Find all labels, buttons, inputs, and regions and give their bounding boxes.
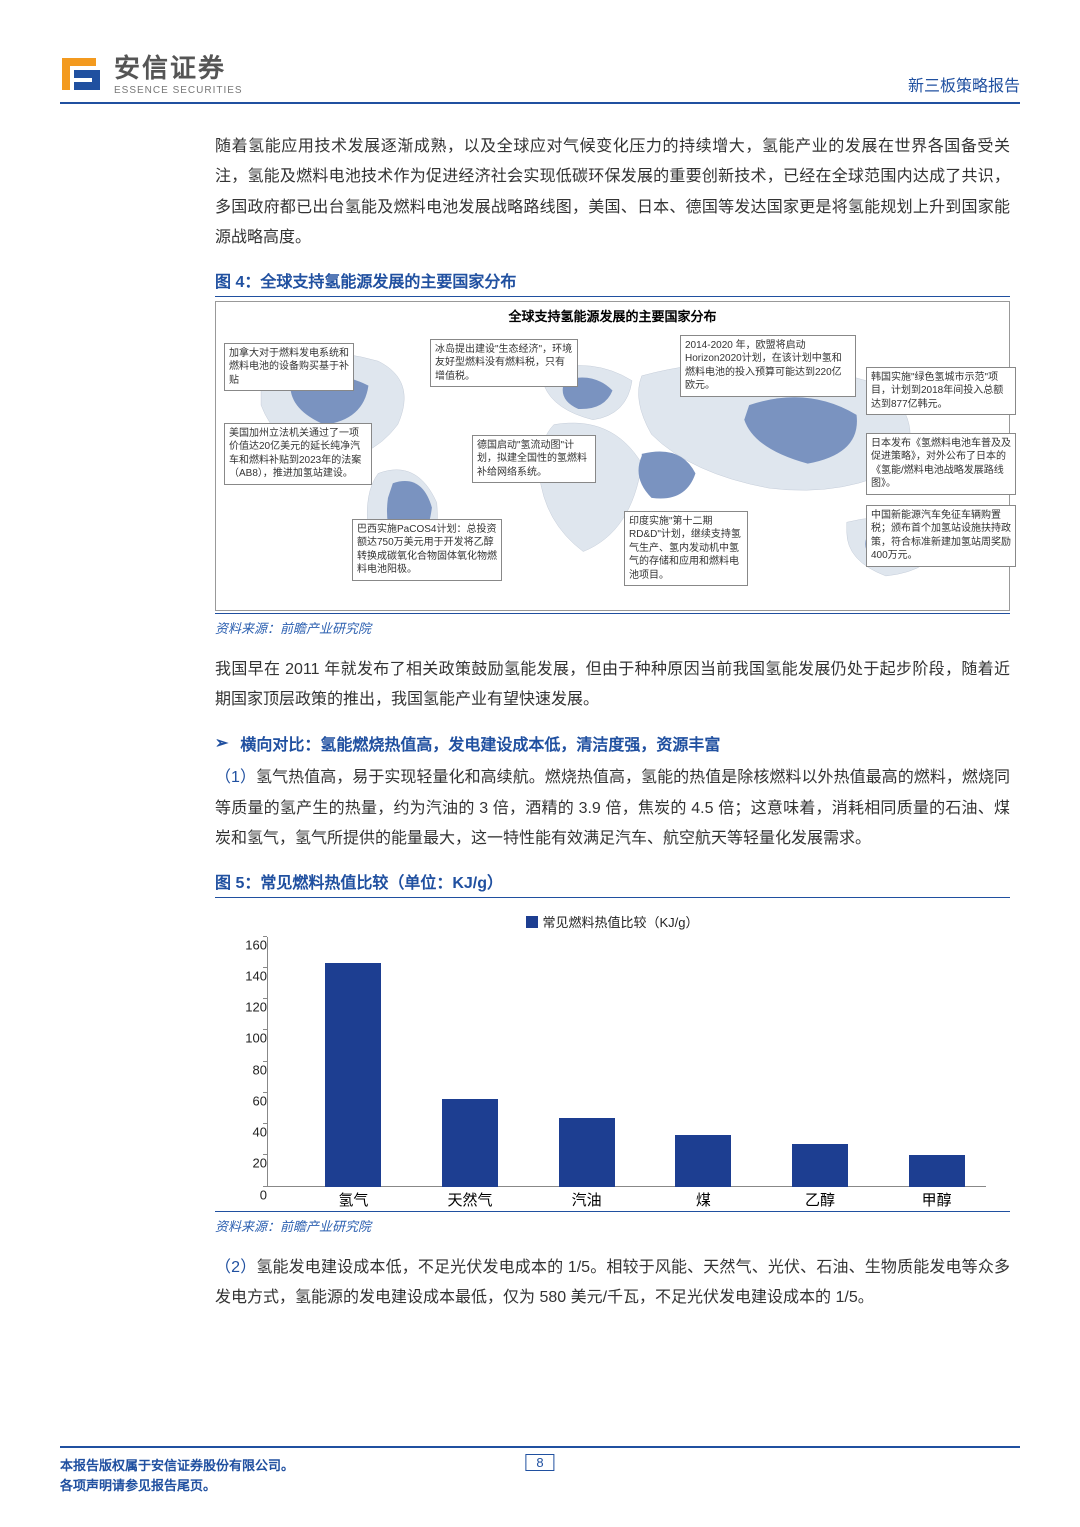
figure-4-map-title: 全球支持氢能源发展的主要国家分布: [222, 306, 1003, 325]
world-map-canvas: 加拿大对于燃料发电系统和燃料电池的设备购买基于补贴 冰岛提出建设"生态经济"，环境…: [222, 327, 1003, 607]
bar-rect: [909, 1155, 965, 1186]
figure-5-caption: 图 5：常见燃料热值比较（单位：KJ/g）: [215, 869, 1010, 898]
figure-4-map: 全球支持氢能源发展的主要国家分布: [215, 301, 1010, 611]
y-tick-label: 140: [227, 968, 267, 983]
report-header: 安信证券 ESSENCE SECURITIES 新三板策略报告: [60, 48, 1020, 104]
chart-legend: 常见燃料热值比较（KJ/g）: [219, 912, 1006, 931]
map-callout-canada: 加拿大对于燃料发电系统和燃料电池的设备购买基于补贴: [224, 343, 354, 392]
bar-rect: [792, 1144, 848, 1186]
y-tick-mark: [263, 1029, 267, 1030]
bar-category-label: 汽油: [527, 1187, 647, 1210]
y-tick-label: 100: [227, 1031, 267, 1046]
bar-rect: [559, 1118, 615, 1187]
map-callout-korea: 韩国实施"绿色氢城市示范"项目，计划到2018年间投入总额达到877亿韩元。: [866, 367, 1016, 416]
figure-4-source: 资料来源：前瞻产业研究院: [215, 613, 1010, 637]
y-tick-mark: [263, 1061, 267, 1062]
y-tick-label: 120: [227, 1000, 267, 1015]
page-number: 8: [525, 1454, 554, 1471]
bar-category-label: 煤: [643, 1187, 763, 1210]
figure-5-chart: 常见燃料热值比较（KJ/g） 020406080100120140160氢气天然…: [215, 902, 1010, 1209]
logo-icon: [60, 52, 104, 92]
y-tick-mark: [263, 967, 267, 968]
y-tick-label: 60: [227, 1093, 267, 1108]
y-tick-mark: [263, 1092, 267, 1093]
bar-rect: [442, 1099, 498, 1187]
page-footer: 本报告版权属于安信证券股份有限公司。 各项声明请参见报告尾页。 8: [60, 1446, 1020, 1495]
map-callout-japan: 日本发布《氢燃料电池车普及及促进策略》，对外公布了日本的《氢能/燃料电池战略发展…: [866, 433, 1016, 495]
y-tick-mark: [263, 1154, 267, 1155]
map-callout-iceland: 冰岛提出建设"生态经济"，环境友好型燃料没有燃料税，只有增值税。: [430, 339, 578, 388]
paragraph-point-2: （2）氢能发电建设成本低，不足光伏发电成本的 1/5。相较于风能、天然气、光伏、…: [215, 1253, 1010, 1314]
y-tick-label: 0: [227, 1187, 267, 1202]
map-callout-germany: 德国启动"氢流动图"计划，拟建全国性的氢燃料补给网络系统。: [472, 435, 596, 484]
figure-5-source: 资料来源：前瞻产业研究院: [215, 1211, 1010, 1235]
subsection-title: 横向对比：氢能燃烧热值高，发电建设成本低，清洁度强，资源丰富: [240, 731, 720, 755]
arrow-icon: ➢: [215, 733, 228, 753]
bar-category-label: 乙醇: [760, 1187, 880, 1210]
map-callout-usa: 美国加州立法机关通过了一项价值达20亿美元的延长纯净汽车和燃料补贴到2023年的…: [224, 423, 372, 485]
map-callout-eu: 2014-2020 年，欧盟将启动Horizon2020计划，在该计划中氢和燃料…: [680, 335, 856, 397]
legend-label: 常见燃料热值比较（KJ/g）: [542, 915, 698, 930]
subsection-heading: ➢ 横向对比：氢能燃烧热值高，发电建设成本低，清洁度强，资源丰富: [215, 731, 1010, 755]
bar-rect: [325, 963, 381, 1186]
bar-plot-area: 020406080100120140160氢气天然气汽油煤乙醇甲醇: [275, 937, 986, 1207]
logo-cn: 安信证券: [114, 48, 243, 85]
page-content: 随着氢能应用技术发展逐渐成熟，以及全球应对气候变化压力的持续增大，氢能产业的发展…: [60, 132, 1020, 1313]
brand-logo: 安信证券 ESSENCE SECURITIES: [60, 48, 243, 96]
map-callout-india: 印度实施"第十二期RD&D"计划，继续支持氢气生产、氢内发动机中氢气的存储和应用…: [624, 511, 748, 587]
y-tick-mark: [263, 1186, 267, 1187]
y-tick-mark: [263, 936, 267, 937]
y-tick-mark: [263, 998, 267, 999]
y-tick-label: 80: [227, 1062, 267, 1077]
figure-4-caption: 图 4：全球支持氢能源发展的主要国家分布: [215, 268, 1010, 297]
y-axis: [267, 937, 268, 1187]
legend-swatch-icon: [526, 916, 538, 928]
intro-paragraph: 随着氢能应用技术发展逐渐成熟，以及全球应对气候变化压力的持续增大，氢能产业的发展…: [215, 132, 1010, 254]
y-tick-label: 40: [227, 1125, 267, 1140]
bar-rect: [675, 1135, 731, 1187]
y-tick-mark: [263, 1123, 267, 1124]
bar-category-label: 甲醇: [877, 1187, 997, 1210]
footer-line-1: 本报告版权属于安信证券股份有限公司。: [60, 1456, 294, 1476]
bar-category-label: 天然气: [410, 1187, 530, 1210]
logo-text: 安信证券 ESSENCE SECURITIES: [114, 48, 243, 96]
bar-category-label: 氢气: [293, 1187, 413, 1210]
footer-disclaimer: 本报告版权属于安信证券股份有限公司。 各项声明请参见报告尾页。: [60, 1456, 294, 1495]
logo-en: ESSENCE SECURITIES: [114, 85, 243, 96]
footer-line-2: 各项声明请参见报告尾页。: [60, 1476, 294, 1496]
y-tick-label: 160: [227, 937, 267, 952]
map-callout-brazil: 巴西实施PaCOS4计划：总投资额达750万美元用于开发将乙醇转换成碳氧化合物固…: [352, 519, 502, 581]
map-callout-china: 中国新能源汽车免征车辆购置税；颁布首个加氢站设施扶持政策，符合标准新建加氢站周奖…: [866, 505, 1016, 567]
paragraph-point-1: （1）氢气热值高，易于实现轻量化和高续航。燃烧热值高，氢能的热值是除核燃料以外热…: [215, 763, 1010, 854]
y-tick-label: 20: [227, 1156, 267, 1171]
report-type-label: 新三板策略报告: [908, 72, 1020, 96]
paragraph-after-fig4: 我国早在 2011 年就发布了相关政策鼓励氢能发展，但由于种种原因当前我国氢能发…: [215, 655, 1010, 716]
